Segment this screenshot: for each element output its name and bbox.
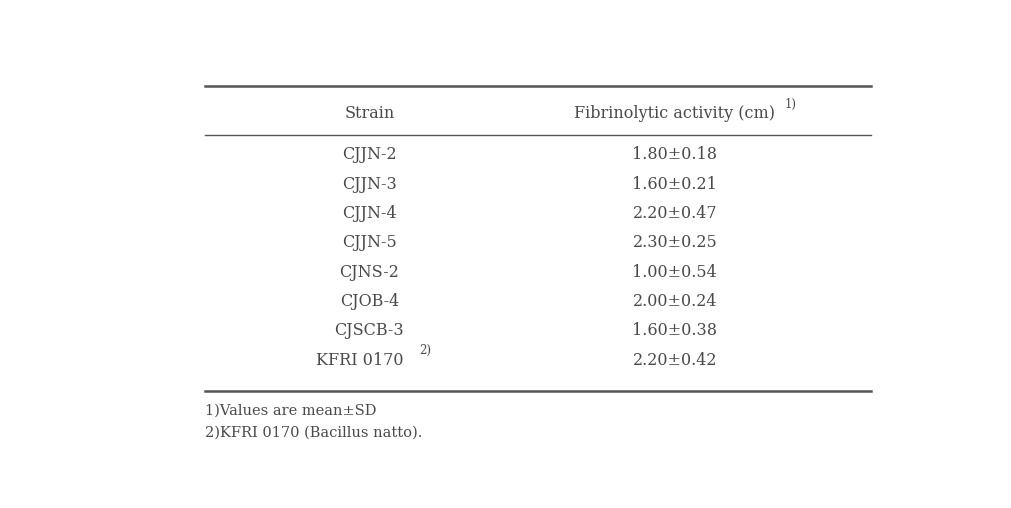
Text: 2.00±0.24: 2.00±0.24 (633, 293, 717, 310)
Text: 1.60±0.21: 1.60±0.21 (633, 176, 717, 193)
Text: 2.20±0.47: 2.20±0.47 (633, 205, 717, 222)
Text: 1.00±0.54: 1.00±0.54 (633, 264, 717, 281)
Text: 2.30±0.25: 2.30±0.25 (633, 234, 717, 251)
Text: 1.80±0.18: 1.80±0.18 (632, 146, 718, 164)
Text: 1.60±0.38: 1.60±0.38 (632, 323, 718, 339)
Text: CJJN-3: CJJN-3 (342, 176, 396, 193)
Text: Fibrinolytic activity (cm): Fibrinolytic activity (cm) (574, 105, 775, 122)
Text: 2): 2) (420, 344, 432, 357)
Text: Strain: Strain (344, 105, 394, 122)
Text: 1): 1) (785, 98, 797, 110)
Text: CJNS-2: CJNS-2 (340, 264, 399, 281)
Text: CJSCB-3: CJSCB-3 (335, 323, 404, 339)
Text: CJJN-2: CJJN-2 (342, 146, 396, 164)
Text: KFRI 0170: KFRI 0170 (316, 352, 403, 369)
Text: CJOB-4: CJOB-4 (340, 293, 399, 310)
Text: CJJN-5: CJJN-5 (342, 234, 396, 251)
Text: 1)Values are mean±SD: 1)Values are mean±SD (204, 404, 376, 418)
Text: 2.20±0.42: 2.20±0.42 (633, 352, 717, 369)
Text: CJJN-4: CJJN-4 (342, 205, 396, 222)
Text: 2)KFRI 0170 (Bacillus natto).: 2)KFRI 0170 (Bacillus natto). (204, 426, 423, 439)
